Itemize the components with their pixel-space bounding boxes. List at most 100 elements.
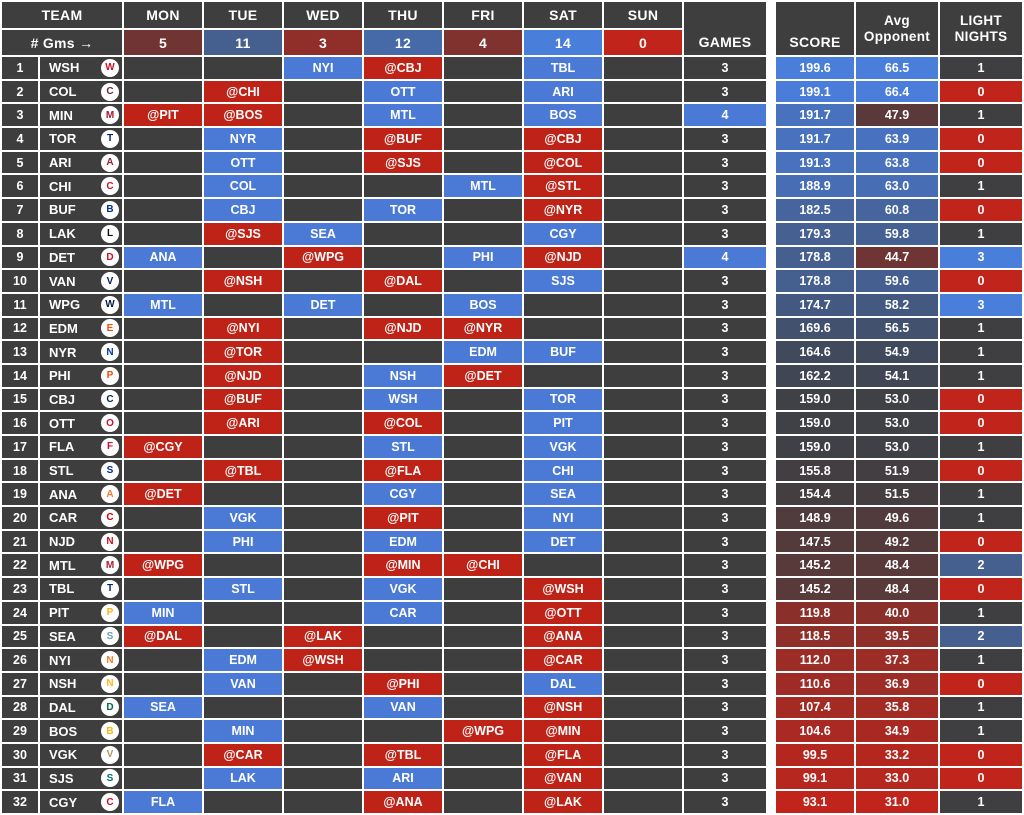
matchup-cell-sat: @NSH	[524, 696, 602, 719]
team-logo: C	[101, 793, 119, 812]
matchup-cell-tue: CBJ	[204, 199, 282, 221]
matchup-cell-tue: LAK	[204, 767, 282, 790]
games-count-cell: 3	[684, 388, 766, 411]
avg-opponent-cell: 59.6	[856, 270, 938, 292]
matchup-cell-sat	[524, 293, 602, 316]
matchup-cell-fri	[444, 270, 522, 292]
team-cell: MTL M	[40, 554, 122, 577]
avg-opponent-cell: 54.9	[856, 341, 938, 363]
games-column-header[interactable]: GAMES	[684, 2, 766, 55]
column-gap-spacer	[768, 460, 774, 482]
matchup-cell-thu: @TBL	[364, 743, 442, 766]
team-abbr: MTL	[49, 557, 76, 573]
matchup-cell-sat: @CBJ	[524, 128, 602, 150]
matchup-cell-tue: @BOS	[204, 104, 282, 127]
team-logo: B	[101, 200, 119, 219]
day-column-header-tue[interactable]: TUE	[204, 2, 282, 28]
matchup-cell-tue	[204, 791, 282, 813]
avg-opponent-cell: 31.0	[856, 791, 938, 813]
matchup-cell-fri	[444, 696, 522, 719]
day-column-header-thu[interactable]: THU	[364, 2, 442, 28]
matchup-cell-thu: NSH	[364, 364, 442, 387]
avg-opponent-column-header[interactable]: Avg Opponent	[856, 2, 938, 55]
matchup-cell-tue: VAN	[204, 672, 282, 695]
team-logo: N	[101, 343, 119, 362]
team-abbr: EDM	[49, 320, 78, 336]
team-cell: MIN M	[40, 104, 122, 127]
light-nights-cell: 1	[940, 364, 1022, 387]
light-nights-cell: 0	[940, 767, 1022, 790]
team-abbr: NYI	[49, 652, 71, 668]
games-count-cell: 3	[684, 672, 766, 695]
matchup-cell-tue: @NJD	[204, 364, 282, 387]
day-column-header-wed[interactable]: WED	[284, 2, 362, 28]
light-nights-cell: 1	[940, 483, 1022, 506]
matchup-cell-sun	[604, 483, 682, 506]
day-column-header-fri[interactable]: FRI	[444, 2, 522, 28]
games-count-cell: 3	[684, 625, 766, 648]
matchup-cell-sun	[604, 554, 682, 577]
games-count-cell: 3	[684, 720, 766, 742]
matchup-cell-fri	[444, 483, 522, 506]
avg-opponent-cell: 58.2	[856, 293, 938, 316]
day-column-header-sun[interactable]: SUN	[604, 2, 682, 28]
team-abbr: SJS	[49, 770, 74, 786]
games-count-cell: 3	[684, 364, 766, 387]
team-cell: SEA S	[40, 625, 122, 648]
score-cell: 162.2	[776, 364, 854, 387]
matchup-cell-fri	[444, 672, 522, 695]
matchup-cell-tue: @BUF	[204, 388, 282, 411]
matchup-cell-sun	[604, 578, 682, 600]
rank-cell: 23	[2, 578, 38, 600]
matchup-cell-fri	[444, 625, 522, 648]
matchup-cell-wed	[284, 412, 362, 434]
matchup-cell-sun	[604, 625, 682, 648]
team-abbr: NYR	[49, 344, 77, 360]
light-nights-cell: 0	[940, 199, 1022, 221]
light-nights-column-header[interactable]: LIGHT NIGHTS	[940, 2, 1022, 55]
matchup-cell-wed	[284, 483, 362, 506]
matchup-cell-mon: ANA	[124, 246, 202, 269]
matchup-cell-sat: @MIN	[524, 720, 602, 742]
team-column-header[interactable]: TEAM	[2, 2, 122, 28]
team-abbr: STL	[49, 463, 74, 479]
team-abbr: CHI	[49, 178, 72, 194]
rank-cell: 14	[2, 364, 38, 387]
team-abbr: SEA	[49, 628, 76, 644]
matchup-cell-mon: @DAL	[124, 625, 202, 648]
matchup-cell-sat: @OTT	[524, 601, 602, 624]
matchup-cell-sat: SJS	[524, 270, 602, 292]
matchup-cell-fri	[444, 80, 522, 103]
team-cell: BOS B	[40, 720, 122, 742]
rank-cell: 27	[2, 672, 38, 695]
team-cell: FLA F	[40, 436, 122, 458]
day-column-header-sat[interactable]: SAT	[524, 2, 602, 28]
matchup-cell-mon	[124, 57, 202, 79]
column-gap-spacer	[768, 294, 774, 316]
matchup-cell-sun	[604, 791, 682, 813]
rank-cell: 9	[2, 246, 38, 269]
light-nights-cell: 0	[940, 672, 1022, 695]
light-nights-cell: 1	[940, 791, 1022, 813]
column-gap-spacer	[768, 128, 774, 150]
matchup-cell-mon	[124, 578, 202, 600]
matchup-cell-fri	[444, 601, 522, 624]
matchup-cell-fri: @DET	[444, 364, 522, 387]
light-nights-cell: 1	[940, 601, 1022, 624]
matchup-cell-thu: VGK	[364, 578, 442, 600]
team-cell: CHI C	[40, 175, 122, 198]
matchup-cell-sun	[604, 57, 682, 79]
day-column-header-mon[interactable]: MON	[124, 2, 202, 28]
matchup-cell-sat: TOR	[524, 388, 602, 411]
team-cell: ANA A	[40, 483, 122, 506]
matchup-cell-thu: @CBJ	[364, 57, 442, 79]
avg-opponent-cell: 47.9	[856, 104, 938, 127]
team-cell: PHI P	[40, 364, 122, 387]
light-nights-cell: 1	[940, 175, 1022, 198]
matchup-cell-tue: PHI	[204, 530, 282, 553]
team-cell: COL C	[40, 80, 122, 103]
rank-cell: 11	[2, 293, 38, 316]
score-column-header[interactable]: SCORE	[776, 2, 854, 55]
team-cell: TOR T	[40, 128, 122, 150]
matchup-cell-sun	[604, 436, 682, 458]
